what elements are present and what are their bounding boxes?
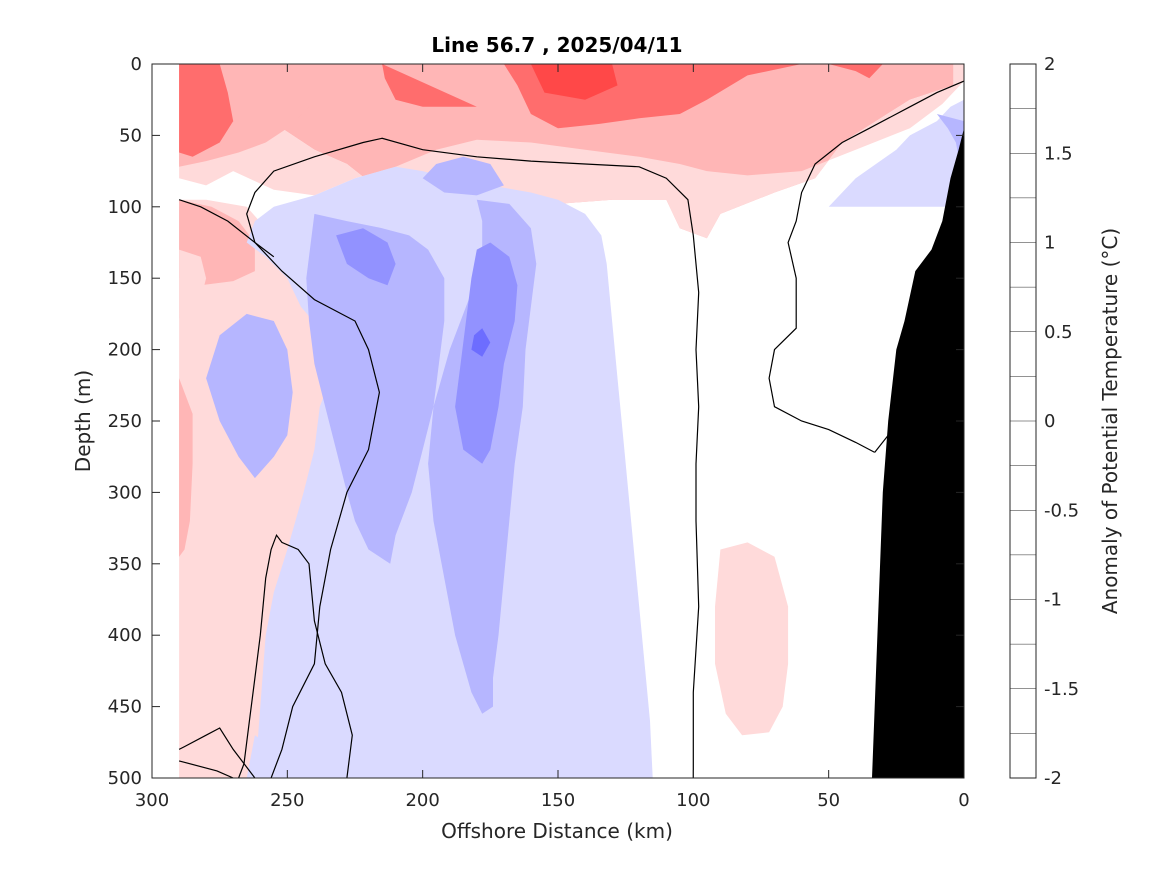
colorbar-tick-label: -1.5	[1044, 679, 1079, 700]
y-tick-label: 450	[108, 697, 142, 718]
y-tick-label: 200	[108, 340, 142, 361]
contour-region	[530, 64, 618, 100]
contour-region	[206, 313, 293, 479]
colorbar-tick-label: 1	[1044, 233, 1055, 254]
colorbar-tick-label: 0.5	[1044, 322, 1073, 343]
colorbar: -2 -1.5 -1 -0.5 0 0.5 1 1.5 2	[1009, 54, 1079, 789]
contour-region	[422, 156, 504, 196]
contour-region	[382, 64, 883, 129]
contour-region	[715, 542, 789, 736]
x-tick-label: 200	[405, 790, 439, 811]
colorbar-tick-label: 1.5	[1044, 143, 1073, 164]
zero-contour-line	[178, 727, 256, 778]
y-tick-label: 350	[108, 554, 142, 575]
x-tick-label: 100	[676, 790, 710, 811]
contour-region	[179, 64, 964, 239]
x-tick-label: 50	[817, 790, 840, 811]
plot-area	[152, 64, 964, 778]
colorbar-frame	[1009, 63, 1037, 779]
x-tick-label: 250	[270, 790, 304, 811]
contour-region	[936, 114, 964, 164]
colorbar-tick-label: -1	[1044, 590, 1062, 611]
x-tick-label: 150	[541, 790, 575, 811]
y-axis-label: Depth (m)	[71, 370, 95, 472]
bathymetry-landmask	[872, 128, 964, 778]
x-tick-label: 300	[135, 790, 169, 811]
contour-region	[246, 735, 277, 778]
colorbar-tick-label: 0	[1044, 411, 1055, 432]
x-tick-label: 0	[958, 790, 969, 811]
contour-region	[179, 64, 234, 157]
y-tick-label: 500	[108, 768, 142, 789]
chart-title: Line 56.7 , 2025/04/11	[431, 33, 682, 57]
y-tick-label: 50	[119, 125, 142, 146]
zero-contour-line	[178, 760, 234, 778]
colorbar-tick-label: 2	[1044, 54, 1055, 75]
colorbar-tick-label: -0.5	[1044, 500, 1079, 521]
zero-contour-line	[238, 533, 353, 778]
contour-region	[179, 378, 193, 557]
contour-region	[336, 228, 396, 286]
zero-contour-line	[246, 137, 700, 778]
y-tick-label: 250	[108, 411, 142, 432]
y-tick-label: 400	[108, 625, 142, 646]
contour-region	[828, 99, 964, 207]
axes: 300 250 200 150 100 50 00501001502002503003504…	[108, 54, 970, 811]
zero-contour-line	[178, 199, 381, 778]
y-tick-label: 0	[131, 54, 142, 75]
contour-region	[179, 249, 207, 319]
y-tick-label: 300	[108, 482, 142, 503]
colorbar-tick-label: -2	[1044, 768, 1062, 789]
colorbar-label: Anomaly of Potential Temperature (°C)	[1098, 228, 1122, 614]
y-tick-label: 100	[108, 197, 142, 218]
contour-region	[306, 213, 445, 564]
x-axis-label: Offshore Distance (km)	[441, 819, 673, 843]
zero-contour-line	[768, 80, 964, 453]
contour-region	[455, 242, 518, 464]
contour-region	[471, 328, 491, 357]
y-tick-label: 150	[108, 268, 142, 289]
